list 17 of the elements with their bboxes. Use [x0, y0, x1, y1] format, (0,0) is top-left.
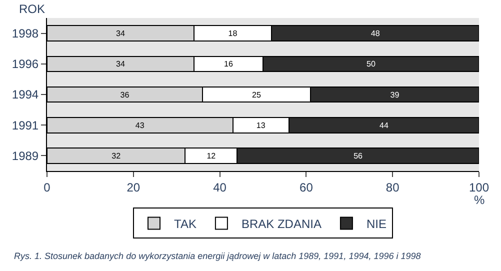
x-tick-label: 0 [44, 180, 51, 194]
text: Rys. 1. Stosunek badanych do wykorzystania energii jądrowej w latach 1989, 1991, 1994, 1996 i 1998 [14, 251, 421, 261]
legend-label: TAK [174, 216, 196, 231]
x-tick-label: 40 [213, 180, 227, 194]
x-tick-label: 60 [300, 180, 314, 194]
x-tick-label: 100 [468, 180, 490, 194]
y-tick-label: 1998 [12, 26, 39, 40]
x-tick-label: 80 [386, 180, 400, 194]
legend-label: NIE [366, 216, 386, 231]
y-tick-label: 1989 [12, 148, 39, 163]
y-axis-title: ROK [19, 2, 46, 16]
y-tick-label: 1994 [12, 88, 39, 102]
x-axis-title: % [474, 193, 485, 207]
y-tick-label: 1996 [12, 57, 39, 72]
legend-label: BRAK ZDANIA [241, 216, 322, 231]
x-tick-label: 20 [126, 180, 140, 194]
y-tick-label: 1991 [12, 118, 39, 132]
